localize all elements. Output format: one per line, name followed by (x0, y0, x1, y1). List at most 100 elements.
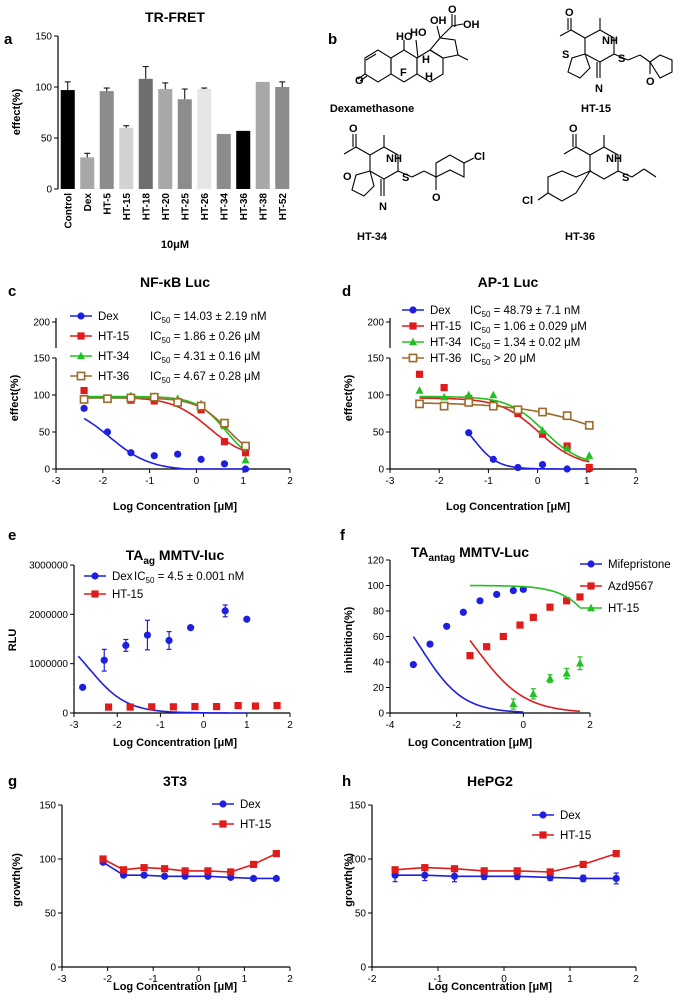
structure-ht-15: O NH S O N S HT-15 (559, 7, 673, 115)
legend-ic-value: = 4.67 ± 0.28 μM (170, 371, 260, 383)
data-point (563, 443, 572, 452)
atom-label: O (569, 123, 578, 135)
series-ht-15 (391, 850, 620, 876)
legend-marker (219, 800, 227, 808)
chart-title-g: 3T3 (163, 773, 187, 789)
y-tick-label: 50 (355, 909, 367, 920)
legend-label: HT-15 (608, 603, 639, 615)
x-tick-label: 1 (584, 476, 590, 487)
data-point (143, 631, 152, 639)
x-tick-label: Control (63, 193, 74, 229)
fit-curve (83, 417, 246, 470)
x-tick-label: -4 (386, 720, 395, 731)
fit-curve (412, 636, 524, 713)
data-point (241, 449, 250, 457)
y-axis-label-a: effect(%) (11, 88, 23, 135)
panel-letter-a: a (4, 31, 13, 48)
legend-ic-label: IC (150, 351, 162, 363)
series-ht-34 (415, 386, 594, 462)
data-point (126, 393, 136, 403)
data-point (450, 865, 459, 873)
panel-letter-d: d (342, 283, 351, 300)
x-tick-label: 0 (535, 476, 541, 487)
legend-ic-subscript: 50 (482, 342, 491, 351)
legend-ic-value: > 20 μM (490, 353, 535, 365)
title-main: TA (126, 547, 144, 563)
legend-marker (77, 332, 85, 340)
y-tick-label: 0 (360, 963, 366, 974)
panel-letter-c: c (8, 283, 16, 300)
legend-ic-label: IC (470, 337, 482, 349)
compound-name-dexamethasone: Dexamethasone (330, 103, 414, 115)
x-axis-label-d: Log Concentration [μM] (446, 501, 570, 513)
x-tick-label: -1 (484, 476, 493, 487)
x-tick-label: HT-38 (258, 193, 269, 221)
data-point (465, 429, 473, 437)
data-point (509, 587, 517, 595)
bar (80, 157, 95, 189)
atom-label: S (402, 172, 409, 184)
legend-marker (539, 811, 547, 819)
legend-label: Dex IC50 = 14.03 ± 2.19 nM (98, 311, 267, 325)
y-axis-label-e: RLU (7, 629, 19, 652)
atom-label: HO (396, 31, 413, 43)
legend-label: Dex IC50 = 48.79 ± 7.1 nM (430, 305, 580, 319)
data-point (538, 407, 547, 417)
x-axis-label-g: Log Concentration [μM] (113, 981, 237, 993)
title-main: TA (411, 544, 429, 560)
atom-label: O (355, 75, 364, 87)
legend-label: HT-36 IC50 = 4.67 ± 0.28 μM (98, 371, 260, 385)
legend-ic-subscript: 50 (162, 356, 171, 365)
y-tick-label: 100 (35, 83, 52, 94)
data-point (122, 641, 130, 650)
data-point (169, 703, 177, 711)
x-tick-label: 0 (501, 974, 507, 985)
data-point (79, 683, 87, 691)
data-point (104, 703, 113, 711)
legend-ic-value: = 1.06 ± 0.029 μM (490, 321, 586, 333)
data-point (149, 392, 159, 402)
data-point (196, 401, 206, 411)
bar (158, 89, 173, 189)
legend-ic-value: = 1.86 ± 0.26 μM (170, 331, 260, 343)
legend-ic-subscript: 50 (482, 358, 491, 367)
data-point (466, 652, 474, 660)
legend-label: HT-15 (112, 589, 143, 601)
x-tick-label: Dex (83, 193, 94, 212)
chart-title-e: TAag MMTV-luc (126, 547, 225, 567)
data-point (220, 460, 229, 468)
data-point (273, 702, 281, 710)
chart-title-d: AP-1 Luc (478, 274, 539, 290)
compound-name-ht-36: HT-36 (565, 231, 595, 243)
legend-label: Dex (240, 799, 261, 811)
legend-ic-value: = 4.5 ± 0.001 nM (154, 571, 244, 583)
data-point (212, 702, 221, 711)
data-point (440, 384, 448, 392)
bar (216, 133, 231, 189)
y-tick-label: 150 (35, 32, 52, 43)
y-tick-label: 0 (378, 465, 384, 476)
x-tick-label: 1 (244, 720, 250, 731)
y-tick-label: 3000000 (29, 561, 68, 572)
y-tick-label: 150 (39, 801, 56, 812)
x-tick-label: HT-5 (102, 193, 113, 215)
data-point (612, 874, 620, 883)
data-point (150, 452, 158, 460)
data-point (612, 850, 620, 858)
data-point (421, 871, 429, 879)
compound-name-ht-34: HT-34 (357, 231, 388, 243)
legend-marker (219, 820, 227, 828)
legend-series-name: Dex (560, 810, 581, 822)
data-point (243, 615, 251, 623)
x-tick-label: -2 (113, 720, 122, 731)
data-point (464, 397, 474, 407)
fit-curve (419, 397, 590, 463)
fit-curve (468, 432, 590, 470)
data-point (140, 871, 148, 879)
fit-curve (419, 395, 590, 462)
atom-label: O (646, 76, 655, 88)
title-rest: MMTV-Luc (455, 544, 529, 560)
legend-ic-subscript: 50 (146, 576, 155, 585)
